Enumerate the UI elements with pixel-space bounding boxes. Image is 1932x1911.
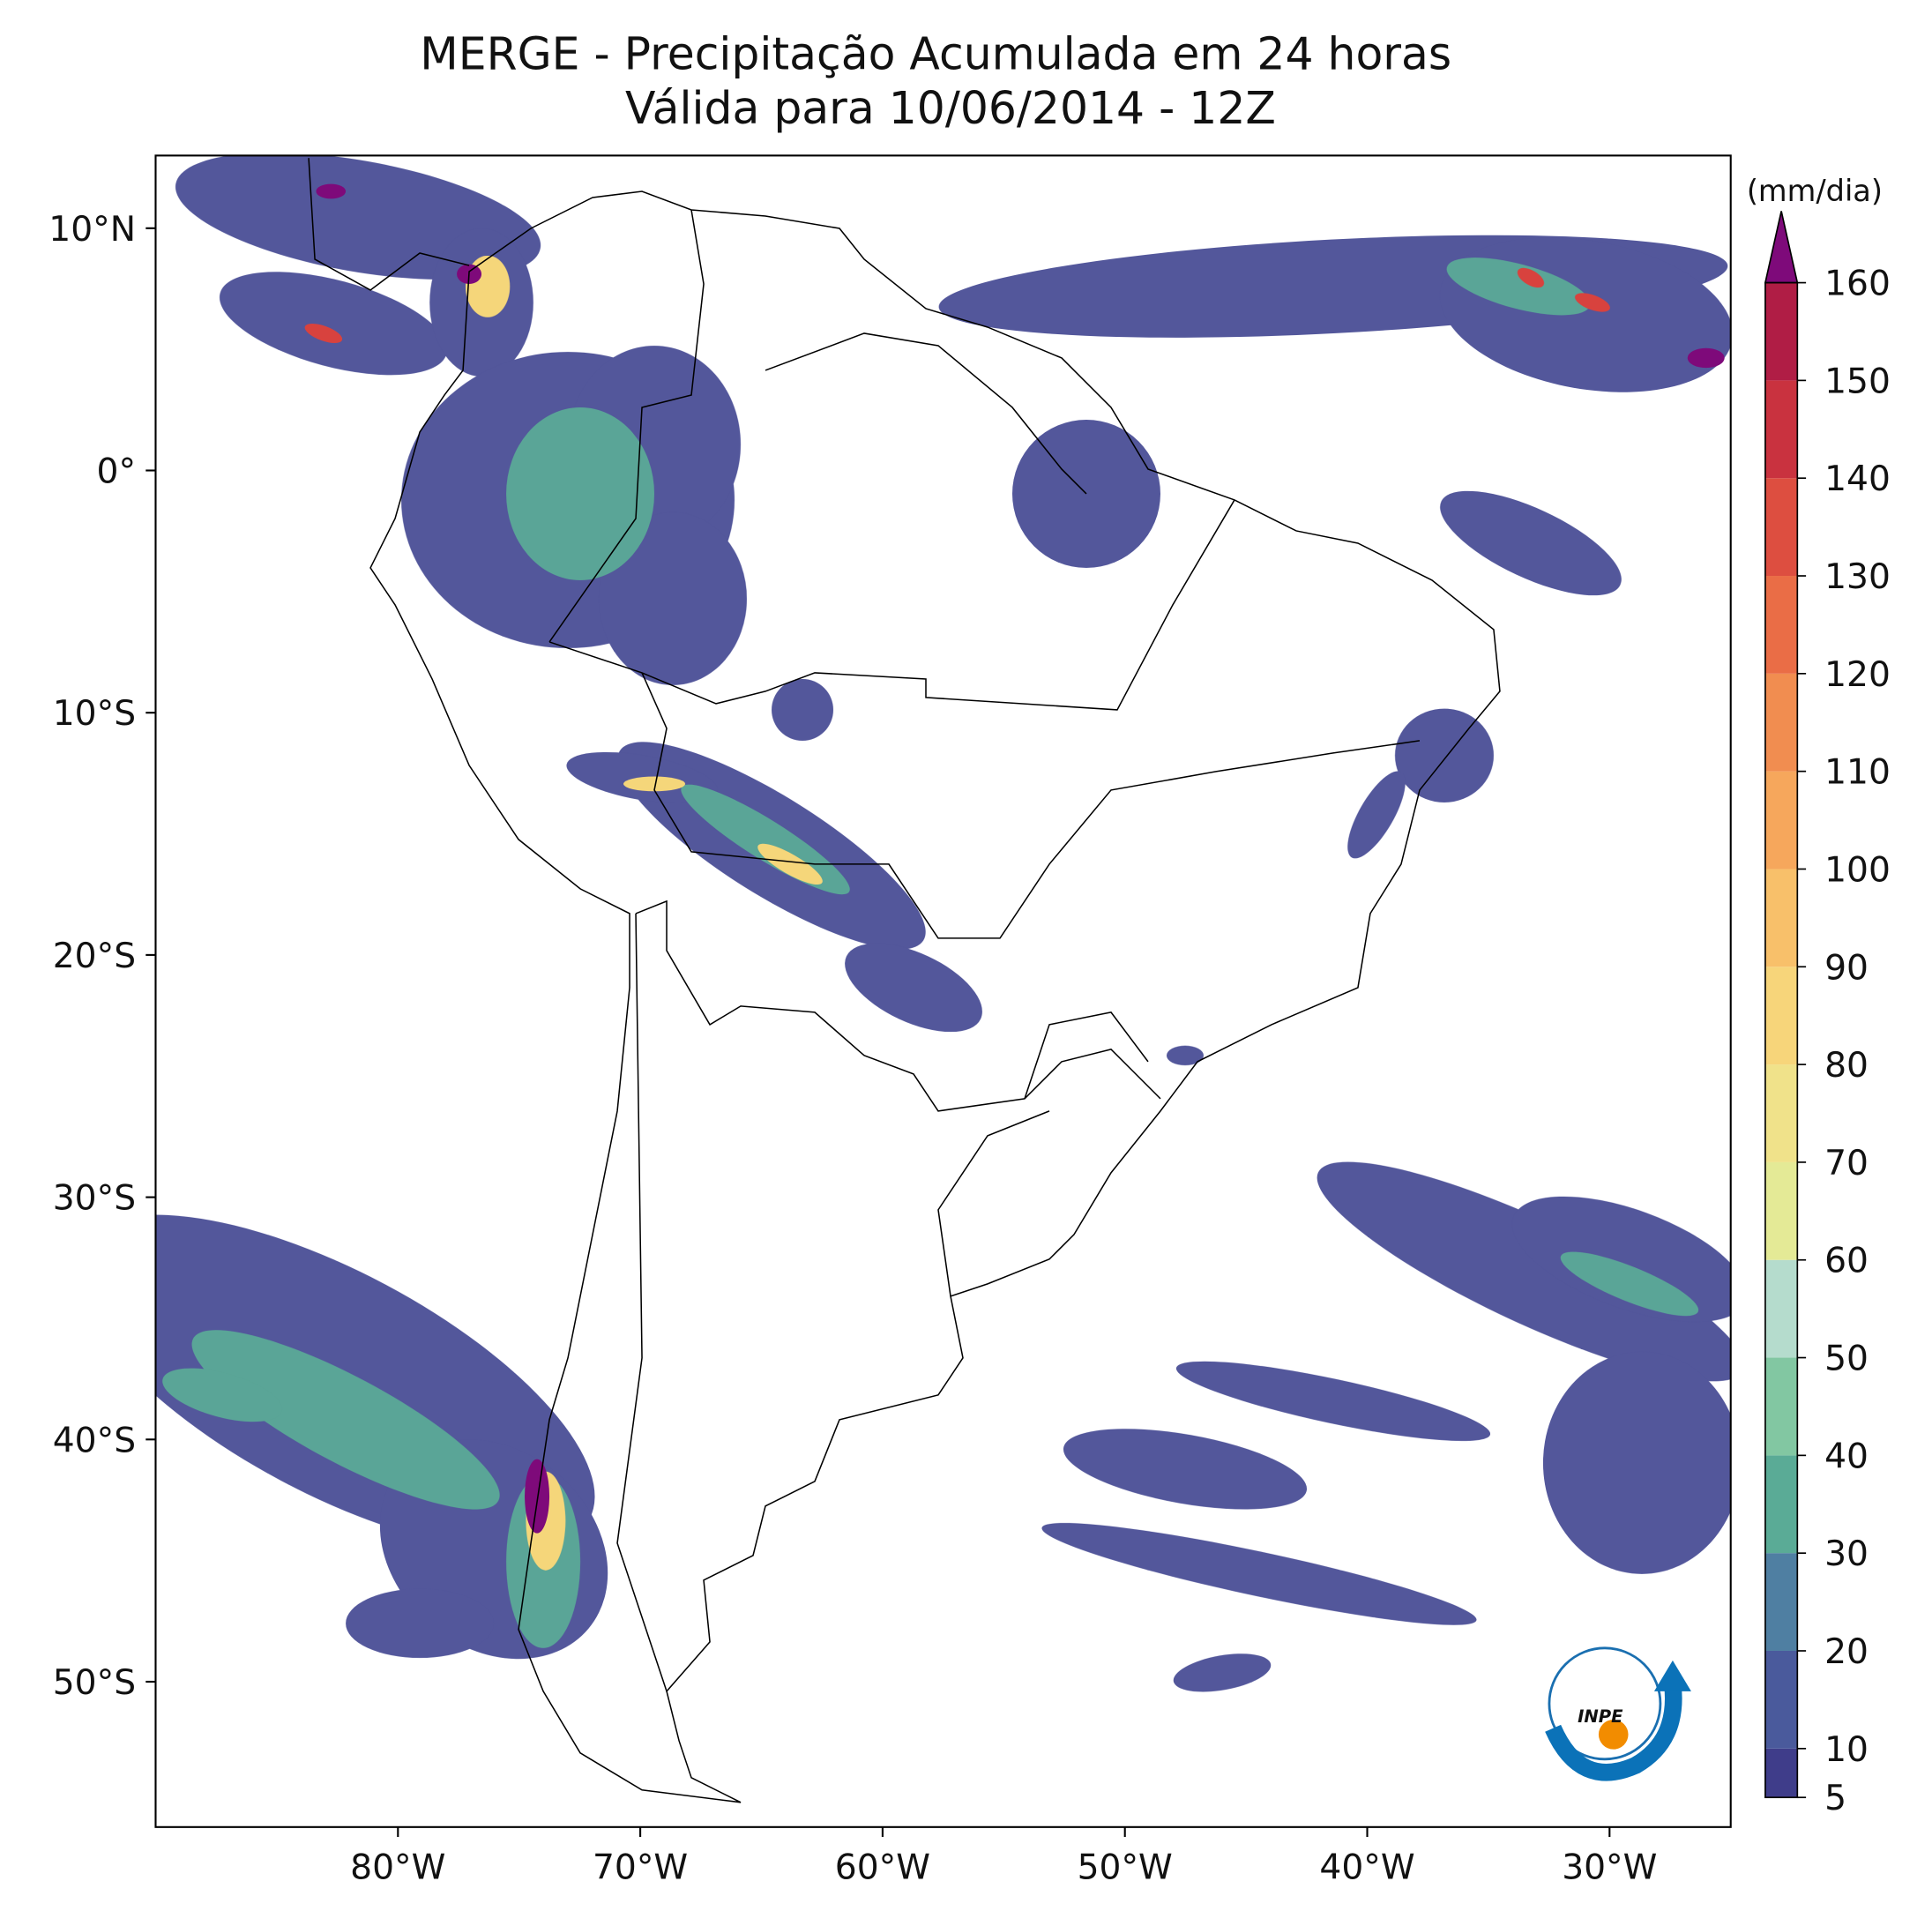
colorbar-band	[1764, 869, 1798, 967]
colorbar-label: (mm/dia)	[1747, 174, 1883, 208]
y-tick-label: 50°S	[53, 1663, 136, 1703]
colorbar-tick-label: 160	[1824, 265, 1891, 304]
y-tick-label: 10°N	[48, 210, 136, 250]
logo-text: INPE	[1578, 1706, 1623, 1727]
colorbar-tick-label: 140	[1824, 459, 1891, 499]
colorbar-tick-label: 30	[1824, 1534, 1869, 1574]
subtitle: Válida para 10/06/2014 - 12Z	[625, 82, 1276, 134]
colorbar-frame	[1764, 281, 1799, 1799]
colorbar-tick-label: 90	[1824, 948, 1869, 988]
colorbar-tick-label: 10	[1824, 1730, 1869, 1770]
colorbar-tick-label: 20	[1824, 1632, 1869, 1672]
colorbar-tick-label: 100	[1824, 850, 1891, 890]
colorbar-band	[1764, 1553, 1798, 1651]
colorbar-band	[1764, 478, 1798, 577]
coastlines	[308, 158, 1501, 1803]
x-tick-label: 40°W	[1319, 1848, 1414, 1888]
map-frame	[154, 154, 1732, 1828]
colorbar-tick-label: 5	[1824, 1779, 1846, 1818]
colorbar-band	[1764, 1650, 1798, 1749]
colorbar-tick-label: 130	[1824, 557, 1891, 597]
x-tick-label: 70°W	[593, 1848, 688, 1888]
colorbar-tick-label: 110	[1824, 753, 1891, 793]
colorbar-band	[1764, 1455, 1798, 1554]
colorbar-band	[1764, 1259, 1798, 1358]
y-tick-label: 40°S	[53, 1421, 136, 1460]
y-tick-label: 10°S	[53, 694, 136, 734]
colorbar-band	[1764, 1357, 1798, 1456]
colorbar-band	[1764, 771, 1798, 870]
x-tick-label: 50°W	[1078, 1848, 1173, 1888]
y-tick-label: 0°	[97, 452, 137, 491]
y-tick-label: 30°S	[53, 1179, 136, 1219]
colorbar-band	[1764, 282, 1798, 381]
colorbar-tick-label: 40	[1824, 1437, 1869, 1476]
colorbar-tick-label: 120	[1824, 655, 1891, 695]
colorbar-tick-label: 70	[1824, 1144, 1869, 1183]
colorbar-band	[1764, 1161, 1798, 1260]
y-tick-label: 20°S	[53, 937, 136, 976]
colorbar-tick-label: 150	[1824, 362, 1891, 401]
colorbar-tick-label: 80	[1824, 1046, 1869, 1086]
colorbar-tick-label: 50	[1824, 1340, 1869, 1379]
colorbar-band	[1764, 576, 1798, 674]
logo: INPE	[1526, 1619, 1712, 1787]
colorbar-tick-label: 60	[1824, 1242, 1869, 1281]
title: MERGE - Precipitação Acumulada em 24 hor…	[420, 27, 1451, 79]
colorbar-band	[1764, 967, 1798, 1065]
colorbar-band	[1764, 673, 1798, 772]
x-tick-label: 80°W	[350, 1848, 445, 1888]
precipitation	[155, 155, 1731, 1692]
colorbar-extend	[1764, 211, 1799, 284]
colorbar-band	[1764, 380, 1798, 479]
x-tick-label: 60°W	[835, 1848, 930, 1888]
x-tick-label: 30°W	[1562, 1848, 1657, 1888]
colorbar-band	[1764, 1748, 1798, 1798]
colorbar-band	[1764, 1064, 1798, 1162]
